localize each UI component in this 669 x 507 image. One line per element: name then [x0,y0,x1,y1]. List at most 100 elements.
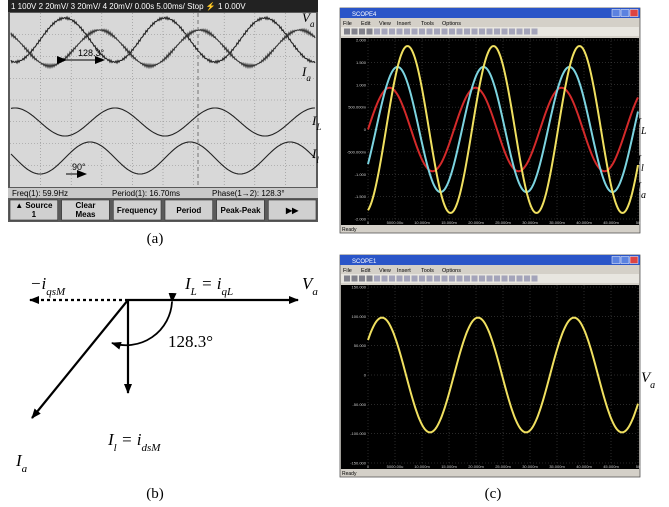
toolbar-icon [442,276,448,282]
toolbar-icon [479,276,485,282]
subscript: L [190,286,197,298]
button-label: ▶▶ [285,206,299,215]
toolbar-icon [449,29,455,35]
toolbar-icon [517,29,523,35]
x-tick-label: 45.000m [603,220,619,225]
window-button [630,257,638,264]
toolbar-icon [517,276,523,282]
y-tick-label: -1.000 [355,172,367,177]
button-label: Period [176,206,201,215]
phasor-label: Il = idsM [107,430,161,454]
toolbar-icon [464,276,470,282]
toolbar-icon [404,276,410,282]
toolbar-icon [412,29,418,35]
subscript: a [641,190,646,201]
x-tick-label: 20.000m [468,464,484,469]
caption: (a) [147,231,164,247]
y-tick-label: 50.000 [354,343,367,348]
y-tick-label: -1.500 [355,194,367,199]
menu-item: File [343,21,352,27]
subscript: a [310,19,315,29]
y-tick-label: -50.000 [352,402,366,407]
menu-item: File [343,268,352,274]
y-tick-label: 1.500 [356,60,367,65]
toolbar-icon [524,276,530,282]
window-button [630,10,638,17]
y-tick-label: -500.000m [347,149,367,154]
y-tick-label: -2.000 [355,217,367,222]
x-tick-label: 30.000m [522,464,538,469]
scope-window: SCOPE4FileEditViewInsertToolsOptions2.00… [340,8,641,233]
y-tick-label: 150.000 [352,285,367,290]
toolbar-icon [427,276,433,282]
subscript: dsM [141,442,161,454]
x-tick-label: 35.000m [549,464,565,469]
toolbar-icon [344,29,350,35]
phasor-label: Ia [15,451,28,475]
label-part: = i [197,274,222,293]
phase-label: 128.3° [78,48,105,58]
label-part: = i [117,430,142,449]
measurement: Phase(1→2): 128.3° [212,189,285,198]
toolbar-icon [382,276,388,282]
toolbar-icon [532,276,538,282]
toolbar-icon [389,276,395,282]
toolbar-icon [359,276,365,282]
label-part: −i [30,274,46,293]
x-tick-label: 50 [636,464,641,469]
menu-item: Tools [421,268,434,274]
phasor-arrow [32,300,128,418]
toolbar-icon [374,29,380,35]
y-tick-label: 100.000 [352,314,367,319]
toolbar-icon [464,29,470,35]
plot-area [341,285,639,469]
x-tick-label: 40.000m [576,220,592,225]
menu-item: Edit [361,21,371,27]
menu-item: Insert [397,21,411,27]
toolbar-icon [352,276,358,282]
toolbar-icon [404,29,410,35]
measurement: Period(1): 16.70ms [112,189,180,198]
y-tick-label: 500.000m [348,105,366,110]
toolbar-icon [509,276,515,282]
x-tick-label: 15.000m [441,220,457,225]
trace-label: Va [641,370,655,391]
oscilloscope: 1 100V 2 20mV/ 3 20mV/ 4 20mV/ 0.00s 5.0… [8,0,318,222]
menu-item: Options [442,21,461,27]
subscript: a [312,286,318,298]
toolbar-icon [457,29,463,35]
toolbar-icon [457,276,463,282]
toolbar-icon [397,276,403,282]
status-text: 1 100V 2 20mV/ 3 20mV/ 4 20mV/ 0.00s 5.0… [11,1,246,11]
toolbar-icon [374,276,380,282]
toolbar-icon [382,29,388,35]
toolbar-icon [434,29,440,35]
subscript: L [640,126,647,137]
x-tick-label: 5000.00u [387,464,404,469]
phasor-label: Va [302,274,318,298]
window-button [612,10,620,17]
measurement: Freq(1): 59.9Hz [12,189,68,198]
x-tick-label: 10.000m [414,220,430,225]
window-title: SCOPE4 [352,12,377,18]
subscript: a [650,380,655,391]
button-label: Meas [75,210,96,219]
button-label: ▲ Source [15,201,53,210]
caption: (c) [485,486,502,502]
x-tick-label: 25.000m [495,220,511,225]
toolbar-icon [502,276,508,282]
toolbar-icon [419,29,425,35]
y-tick-label: -150.000 [350,461,367,466]
toolbar-icon [442,29,448,35]
toolbar-icon [472,276,478,282]
toolbar-icon [472,29,478,35]
subscript: qL [222,286,234,298]
y-tick-label: -100.000 [350,431,367,436]
figure: 1 100V 2 20mV/ 3 20mV/ 4 20mV/ 0.00s 5.0… [0,0,669,507]
angle-label: 128.3° [168,332,213,351]
toolbar-icon [524,29,530,35]
phasor-label: −iqsM [30,274,66,298]
x-tick-label: 45.000m [603,464,619,469]
x-tick-label: 10.000m [414,464,430,469]
